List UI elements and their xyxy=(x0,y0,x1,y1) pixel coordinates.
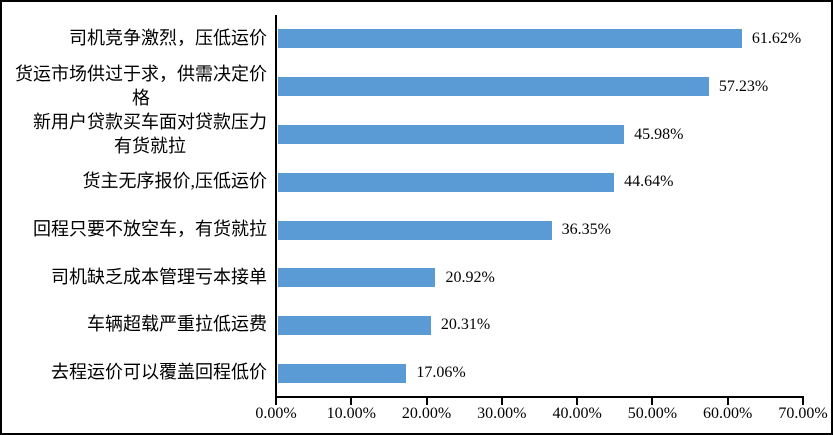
category-label: 车辆超载严重拉低运费 xyxy=(87,314,267,335)
bar-area: 20.92% xyxy=(276,268,831,288)
category-cell: 货主无序报价,压低运价 xyxy=(2,170,276,194)
bar-area: 36.35% xyxy=(276,220,831,240)
category-label: 新用户贷款买车面对贷款压力 有货就拉 xyxy=(33,111,267,156)
category-cell: 去程运价可以覆盖回程低价 xyxy=(2,361,276,385)
tick-mark xyxy=(802,396,804,405)
x-axis xyxy=(275,396,804,398)
tick-mark xyxy=(275,396,277,405)
value-label: 20.92% xyxy=(445,268,495,286)
bar-row: 新用户贷款买车面对贷款压力 有货就拉 45.98% xyxy=(2,111,831,159)
category-cell: 车辆超载严重拉低运费 xyxy=(2,313,276,337)
bar-row: 司机缺乏成本管理亏本接单 20.92% xyxy=(2,254,831,302)
x-tick-label: 0.00% xyxy=(255,405,297,422)
value-label: 44.64% xyxy=(624,173,674,191)
tick-mark xyxy=(500,396,503,405)
bar xyxy=(278,125,625,145)
y-axis xyxy=(275,15,277,397)
bar-rows: 司机竞争激烈，压低运价 61.62% 货运市场供过于求，供需决定价 格 57.23% 新… xyxy=(2,15,831,397)
bar xyxy=(278,268,436,288)
category-cell: 司机竞争激烈，压低运价 xyxy=(2,27,276,51)
value-label: 61.62% xyxy=(751,29,802,47)
tick-mark xyxy=(726,396,729,405)
value-label: 57.23% xyxy=(718,77,769,95)
category-label: 司机竞争激烈，压低运价 xyxy=(69,27,267,48)
bar-area: 20.31% xyxy=(276,315,831,335)
category-label: 去程运价可以覆盖回程低价 xyxy=(51,362,267,383)
bar-area: 17.06% xyxy=(276,363,831,383)
bar xyxy=(278,172,615,192)
bar-row: 去程运价可以覆盖回程低价 17.06% xyxy=(2,349,831,397)
value-label: 17.06% xyxy=(416,364,466,382)
bar-row: 司机竞争激烈，压低运价 61.62% xyxy=(2,15,831,63)
category-cell: 回程只要不放空车，有货就拉 xyxy=(2,218,276,242)
x-tick-label: 70.00% xyxy=(778,405,828,422)
category-label: 货运市场供过于求，供需决定价 格 xyxy=(15,63,267,108)
bar-area: 44.64% xyxy=(276,172,831,192)
tick-mark xyxy=(425,396,428,405)
bar-row: 货主无序报价,压低运价 44.64% xyxy=(2,158,831,206)
tick-mark xyxy=(651,396,654,405)
category-label: 司机缺乏成本管理亏本接单 xyxy=(51,266,267,287)
category-label: 回程只要不放空车，有货就拉 xyxy=(33,219,267,240)
x-tick-label: 60.00% xyxy=(703,405,753,422)
value-label: 20.31% xyxy=(440,316,491,334)
tick-mark xyxy=(350,396,353,405)
bar xyxy=(278,220,552,240)
value-label: 36.35% xyxy=(561,221,611,238)
bar-row: 货运市场供过于求，供需决定价 格 57.23% xyxy=(2,63,831,111)
x-tick-label: 30.00% xyxy=(477,405,527,422)
category-cell: 新用户贷款买车面对贷款压力 有货就拉 xyxy=(2,111,276,159)
category-cell: 司机缺乏成本管理亏本接单 xyxy=(2,266,276,290)
bar-area: 61.62% xyxy=(276,29,831,49)
tick-mark xyxy=(576,396,579,405)
bar-area: 45.98% xyxy=(276,125,831,145)
x-tick-label: 50.00% xyxy=(627,405,678,422)
bar-area: 57.23% xyxy=(276,77,831,97)
bar xyxy=(278,29,742,49)
bar-row: 车辆超载严重拉低运费 20.31% xyxy=(2,302,831,350)
x-tick-label: 10.00% xyxy=(326,405,376,422)
bar-row: 回程只要不放空车，有货就拉 36.35% xyxy=(2,206,831,254)
category-label: 货主无序报价,压低运价 xyxy=(82,171,268,192)
x-tick-label: 20.00% xyxy=(401,405,452,422)
category-cell: 货运市场供过于求，供需决定价 格 xyxy=(2,63,276,111)
bar xyxy=(278,77,709,97)
bar xyxy=(278,315,431,335)
value-label: 45.98% xyxy=(634,125,684,143)
x-tick-label: 40.00% xyxy=(552,405,602,422)
bar xyxy=(278,363,407,383)
